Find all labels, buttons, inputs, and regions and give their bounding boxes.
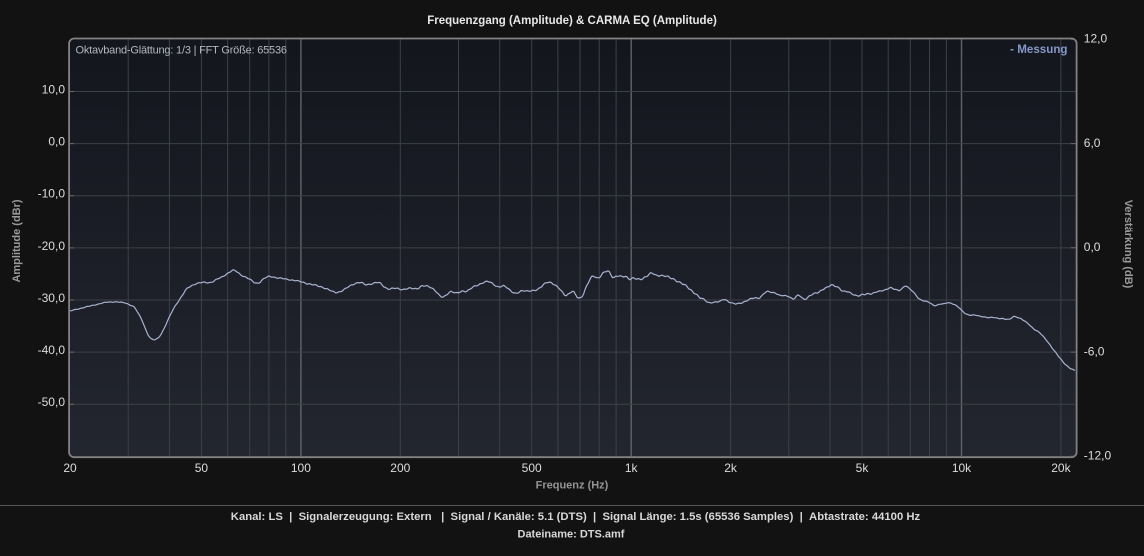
svg-text:5k: 5k xyxy=(856,461,870,475)
svg-text:2k: 2k xyxy=(724,461,738,475)
svg-text:-10,0: -10,0 xyxy=(38,187,66,201)
svg-text:-6,0: -6,0 xyxy=(1084,344,1105,358)
svg-text:-50,0: -50,0 xyxy=(38,395,66,409)
svg-text:-20,0: -20,0 xyxy=(38,239,66,253)
svg-text:0,0: 0,0 xyxy=(48,135,65,149)
svg-text:-12,0: -12,0 xyxy=(1084,449,1112,463)
svg-text:100: 100 xyxy=(291,461,311,475)
svg-text:0,0: 0,0 xyxy=(1084,240,1101,254)
svg-text:Kanal: LS | Signalerzeugung:: Kanal: LS | Signalerzeugung: Extern | Si… xyxy=(231,511,921,523)
svg-text:Frequenzgang (Amplitude) & CAR: Frequenzgang (Amplitude) & CARMA EQ (Amp… xyxy=(427,15,717,27)
svg-text:Frequenz (Hz): Frequenz (Hz) xyxy=(536,479,609,491)
svg-text:Verstärkung (dB): Verstärkung (dB) xyxy=(1122,200,1134,289)
svg-text:50: 50 xyxy=(195,461,209,475)
svg-text:Amplitude (dBr): Amplitude (dBr) xyxy=(11,199,23,282)
svg-text:6,0: 6,0 xyxy=(1084,136,1101,150)
svg-text:- Messung: - Messung xyxy=(1010,43,1067,56)
svg-text:-40,0: -40,0 xyxy=(38,343,66,357)
svg-text:500: 500 xyxy=(522,461,542,475)
svg-text:10,0: 10,0 xyxy=(42,83,66,97)
svg-text:20: 20 xyxy=(63,461,77,475)
svg-text:Oktavband-Glättung: 1/3 | FFT: Oktavband-Glättung: 1/3 | FFT Größe: 655… xyxy=(76,44,287,56)
svg-text:12,0: 12,0 xyxy=(1084,32,1108,46)
svg-text:Dateiname: DTS.amf: Dateiname: DTS.amf xyxy=(518,529,625,541)
svg-text:10k: 10k xyxy=(952,461,972,475)
svg-text:200: 200 xyxy=(390,461,410,475)
svg-text:-30,0: -30,0 xyxy=(38,291,66,305)
svg-text:1k: 1k xyxy=(625,461,639,475)
svg-text:20k: 20k xyxy=(1051,461,1071,475)
